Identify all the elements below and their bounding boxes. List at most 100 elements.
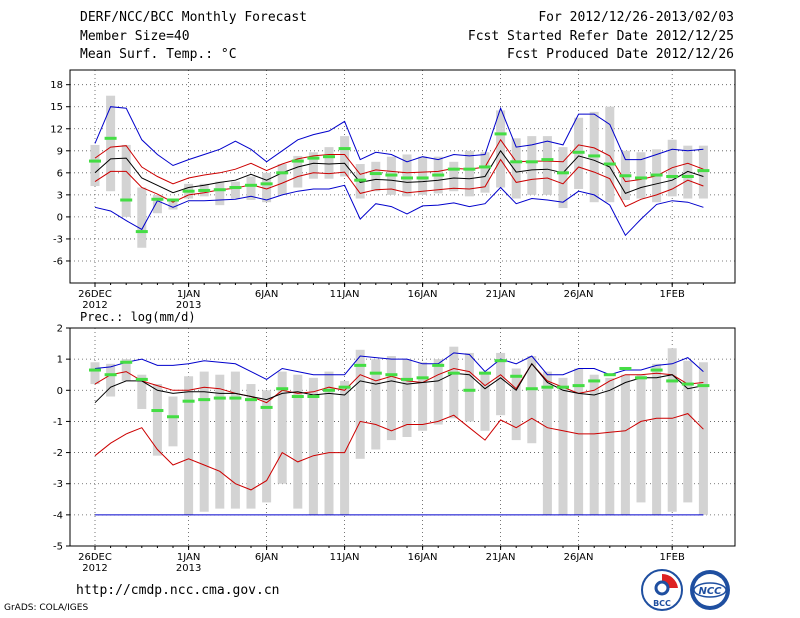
fcst-produced-date: Fcst Produced Date 2012/12/26 xyxy=(507,47,734,62)
temp-median-mark xyxy=(510,160,523,164)
temp-median-mark xyxy=(120,198,133,202)
temp-spread-box xyxy=(293,155,303,188)
prec-spread-box xyxy=(230,371,240,509)
prec-median-mark xyxy=(307,395,320,399)
prec-spread-box xyxy=(542,371,552,515)
prec-median-mark xyxy=(416,376,429,380)
prec-median-mark xyxy=(323,388,335,392)
prec-median-mark xyxy=(401,377,413,381)
temp-median-mark xyxy=(525,160,538,164)
prec-spread-box xyxy=(418,362,428,431)
prec-spread-box xyxy=(90,362,100,385)
prec-spread-box xyxy=(308,377,318,515)
temp-x-tick-label: 16JAN xyxy=(408,289,438,300)
prec-median-mark xyxy=(276,387,289,391)
prec-spread-box xyxy=(340,380,350,515)
prec-y-tick-label: -5 xyxy=(53,542,63,553)
temp-p90-line xyxy=(94,138,704,185)
prec-median-mark xyxy=(369,371,382,375)
prec-median-mark xyxy=(463,388,476,392)
temp-median-mark xyxy=(260,182,273,186)
temp-spread-box xyxy=(137,187,147,248)
prec-spread-box xyxy=(558,377,568,515)
temp-x-tick-year: 2013 xyxy=(176,300,201,311)
prec-plot-frame xyxy=(69,327,736,547)
temp-p10-line xyxy=(94,158,704,208)
temp-median-mark xyxy=(432,173,445,177)
temp-median-mark xyxy=(167,198,179,202)
prec-median-mark xyxy=(432,363,445,367)
prec-max-line xyxy=(94,352,704,380)
prec-median-mark xyxy=(650,368,663,372)
fcst-started-date: Fcst Started Refer Date 2012/12/25 xyxy=(467,29,734,44)
temp-x-tick-label: 26JAN xyxy=(564,289,594,300)
chart-title: DERF/NCC/BCC Monthly Forecast xyxy=(80,10,307,25)
temp-y-tick-label: 18 xyxy=(50,80,63,91)
prec-median-mark xyxy=(338,385,351,389)
temp-spread-box xyxy=(168,198,178,210)
temp-median-mark xyxy=(323,155,335,159)
prec-x-tick-label: 1FEB xyxy=(660,552,685,563)
prec-spread-box xyxy=(698,362,708,515)
temp-median-mark xyxy=(416,176,429,180)
temp-y-tick-label: 12 xyxy=(50,124,63,135)
temp-median-mark xyxy=(229,186,242,190)
temp-x-tick-year: 2012 xyxy=(82,300,107,311)
temp-median-mark xyxy=(635,176,647,180)
temp-median-mark xyxy=(135,230,148,234)
temp-median-mark xyxy=(463,167,476,171)
prec-mean-line xyxy=(94,362,704,404)
prec-median-mark xyxy=(525,387,538,391)
source-url[interactable]: http://cmdp.ncc.cma.gov.cn xyxy=(76,583,280,598)
temp-spread-box xyxy=(371,161,381,192)
prec-median-mark xyxy=(167,415,179,419)
prec-median-mark xyxy=(385,373,398,377)
prec-median-mark xyxy=(151,409,164,413)
temp-median-mark xyxy=(603,162,616,166)
prec-median-mark xyxy=(697,384,710,388)
temp-spread-box xyxy=(464,150,474,197)
temp-median-mark xyxy=(354,178,367,182)
prec-spread-box xyxy=(324,371,334,515)
prec-median-mark xyxy=(104,373,117,377)
prec-spread-box xyxy=(636,374,646,503)
prec-x-tick-label: 1JAN xyxy=(177,552,200,563)
temp-spread-box xyxy=(605,106,615,203)
temp-median-mark xyxy=(401,176,413,180)
grads-credit: GrADS: COLA/IGES xyxy=(4,603,89,613)
temp-spread-box xyxy=(152,194,162,214)
prec-spread-box xyxy=(355,349,365,459)
temp-median-mark xyxy=(588,154,601,158)
temp-plot-frame xyxy=(69,69,736,284)
prec-median-mark xyxy=(635,376,647,380)
temp-spread-box xyxy=(636,152,646,199)
prec-x-tick-label: 16JAN xyxy=(408,552,438,563)
prec-p10-line xyxy=(94,413,704,491)
temp-median-mark xyxy=(666,175,679,178)
temp-median-mark xyxy=(697,169,710,173)
prec-spread-box xyxy=(683,360,693,503)
prec-spread-box xyxy=(137,374,147,409)
temp-y-tick-label: 6 xyxy=(57,168,63,179)
temp-median-mark xyxy=(245,183,257,187)
prec-x-tick-label: 26JAN xyxy=(564,552,594,563)
precip-panel-title: Prec.: log(mm/d) xyxy=(80,310,196,324)
prec-spread-box xyxy=(496,352,506,416)
prec-spread-box xyxy=(371,359,381,450)
temp-spread-box xyxy=(527,136,537,195)
temp-spread-box xyxy=(308,152,318,179)
prec-y-tick-label: -2 xyxy=(53,448,63,459)
temp-spread-box xyxy=(230,181,240,199)
prec-spread-box xyxy=(277,371,287,484)
prec-median-mark xyxy=(666,379,679,383)
variable-label: Mean Surf. Temp.: °C xyxy=(80,47,237,62)
prec-median-mark xyxy=(213,396,226,400)
temp-median-mark xyxy=(291,159,304,163)
prec-spread-box xyxy=(168,396,178,447)
temp-spread-box xyxy=(90,144,100,187)
temp-median-mark xyxy=(89,159,101,163)
temp-x-tick-label: 6JAN xyxy=(255,289,278,300)
temp-x-tick-label: 11JAN xyxy=(330,289,360,300)
